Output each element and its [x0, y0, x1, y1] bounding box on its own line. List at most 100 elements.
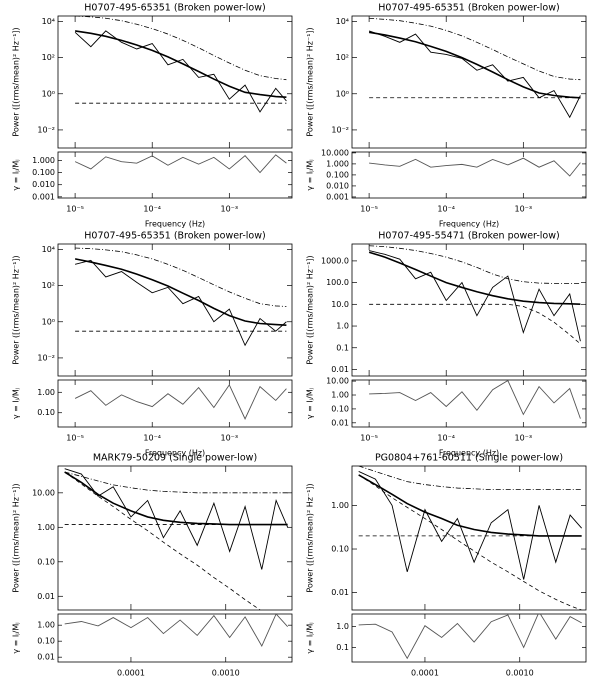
plot-frame — [57, 465, 293, 611]
plot-frame — [57, 243, 293, 377]
ratio-y-tick-label: 0.10 — [37, 408, 55, 417]
y-tick-label: 0.01 — [37, 592, 55, 601]
panel-title: MARK79-50209 (Single power-low) — [93, 453, 257, 464]
ratio-axis-label: γ = Iⱼ/Mⱼ — [12, 159, 21, 190]
series-line — [358, 466, 582, 491]
ratio-y-tick-label: 1.00 — [331, 391, 349, 400]
ratio-frame — [351, 151, 587, 199]
y-tick-label: 0.01 — [331, 588, 349, 597]
ratio-line — [74, 154, 287, 174]
series-line — [368, 251, 581, 305]
y-tick-label: 10.0 — [331, 300, 349, 309]
panel: H0707-495-65351 (Broken power-low) Power … — [12, 3, 293, 229]
ratio-y-tick-label: 0.001 — [326, 192, 349, 201]
ratio-y-tick-label: 0.100 — [32, 168, 55, 177]
series-line — [75, 16, 287, 81]
x-axis-label: Frequency (Hz) — [145, 220, 205, 229]
series-line — [64, 471, 261, 610]
y-tick-label: 10⁻² — [331, 125, 349, 134]
x-tick-label: 10⁻⁴ — [437, 205, 455, 214]
panel-title: PG0804+761-60511 (Single power-low) — [375, 453, 563, 464]
ratio-line — [358, 614, 582, 660]
x-tick-label: 10⁻⁵ — [66, 205, 84, 214]
y-tick-label: 0.10 — [37, 557, 55, 566]
series-line — [368, 31, 581, 99]
y-tick-label: 10⁴ — [42, 17, 55, 26]
ratio-y-tick-label: 0.1 — [336, 643, 349, 652]
ratio-y-tick-label: 10.00 — [326, 377, 349, 386]
x-axis-label: Frequency (Hz) — [439, 449, 499, 458]
x-tick-label: 10⁻³ — [221, 205, 239, 214]
ratio-line — [74, 384, 287, 420]
y-axis-label: Power ([(rms/mean)² Hz⁻¹]) — [306, 483, 315, 592]
panel: H0707-495-65351 (Broken power-low) Power … — [12, 231, 293, 458]
x-tick-label: 10⁻³ — [515, 434, 533, 443]
ratio-y-tick-label: 0.100 — [326, 170, 349, 179]
y-tick-label: 10⁴ — [42, 245, 55, 254]
series-line — [64, 468, 289, 570]
ratio-axis-label: γ = Iⱼ/Mⱼ — [12, 622, 21, 653]
series-line — [74, 30, 287, 113]
panel-title: H0707-495-55471 (Broken power-low) — [378, 231, 559, 242]
x-tick-label: 10⁻⁵ — [360, 434, 378, 443]
ratio-line — [369, 157, 581, 177]
ratio-y-tick-label: 0.001 — [32, 192, 55, 201]
y-tick-label: 10⁰ — [42, 89, 55, 98]
ratio-y-tick-label: 0.010 — [326, 181, 349, 190]
ratio-frame — [351, 613, 587, 663]
ratio-frame — [57, 379, 293, 428]
x-tick-label: 10⁻³ — [515, 205, 533, 214]
panel: H0707-495-65351 (Broken power-low) Power … — [306, 3, 587, 229]
series-line — [369, 245, 581, 284]
ratio-frame — [351, 379, 587, 428]
ratio-y-tick-label: 1.0 — [336, 622, 349, 631]
ratio-line — [369, 380, 581, 419]
ratio-y-tick-label: 0.010 — [32, 180, 55, 189]
y-tick-label: 10² — [42, 281, 55, 290]
y-tick-label: 10⁰ — [336, 89, 349, 98]
ratio-line — [64, 614, 288, 647]
x-axis-label: Frequency (Hz) — [145, 449, 205, 458]
x-tick-label: 10⁻³ — [221, 434, 239, 443]
y-tick-label: 10⁰ — [42, 317, 55, 326]
panel: MARK79-50209 (Single power-low) Power ([(… — [12, 453, 293, 678]
x-tick-label: 0.0010 — [506, 669, 534, 678]
series-line — [74, 258, 287, 326]
panel-title: H0707-495-65351 (Broken power-low) — [84, 3, 265, 14]
y-tick-label: 10⁻² — [37, 353, 55, 362]
series-line — [369, 303, 581, 345]
series-line — [74, 259, 287, 347]
ratio-y-tick-label: 0.01 — [331, 418, 349, 427]
series-line — [369, 17, 581, 81]
ratio-y-tick-label: 0.01 — [37, 653, 55, 662]
x-axis-label: Frequency (Hz) — [439, 220, 499, 229]
panel-title: H0707-495-65351 (Broken power-low) — [378, 3, 559, 14]
ratio-frame — [57, 613, 293, 663]
y-tick-label: 1.00 — [37, 523, 55, 532]
series-line — [64, 471, 288, 494]
x-tick-label: 0.0001 — [117, 669, 145, 678]
y-tick-label: 10.00 — [32, 488, 55, 497]
panel: H0707-495-55471 (Broken power-low) Power … — [306, 231, 587, 458]
ratio-axis-label: γ = Iⱼ/Mⱼ — [306, 388, 315, 419]
panel: PG0804+761-60511 (Single power-low) Power… — [306, 453, 587, 678]
y-axis-label: Power ([(rms/mean)² Hz⁻¹]) — [306, 27, 315, 136]
plot-frame — [351, 465, 587, 611]
plot-frame — [351, 243, 587, 377]
y-tick-label: 10⁴ — [336, 17, 349, 26]
y-axis-label: Power ([(rms/mean)² Hz⁻¹]) — [12, 255, 21, 364]
y-tick-label: 10² — [42, 53, 55, 62]
ratio-frame — [57, 151, 293, 199]
y-tick-label: 1.00 — [331, 501, 349, 510]
y-tick-label: 0.10 — [331, 545, 349, 554]
ratio-y-tick-label: 1.00 — [37, 388, 55, 397]
y-tick-label: 100.0 — [326, 278, 349, 287]
y-tick-label: 1000.0 — [321, 256, 349, 265]
plot-frame — [351, 15, 587, 149]
series-line — [358, 474, 582, 610]
series-line — [75, 247, 287, 307]
panel-title: H0707-495-65351 (Broken power-low) — [84, 231, 265, 242]
y-tick-label: 10² — [336, 53, 349, 62]
y-axis-label: Power ([(rms/mean)² Hz⁻¹]) — [12, 483, 21, 592]
